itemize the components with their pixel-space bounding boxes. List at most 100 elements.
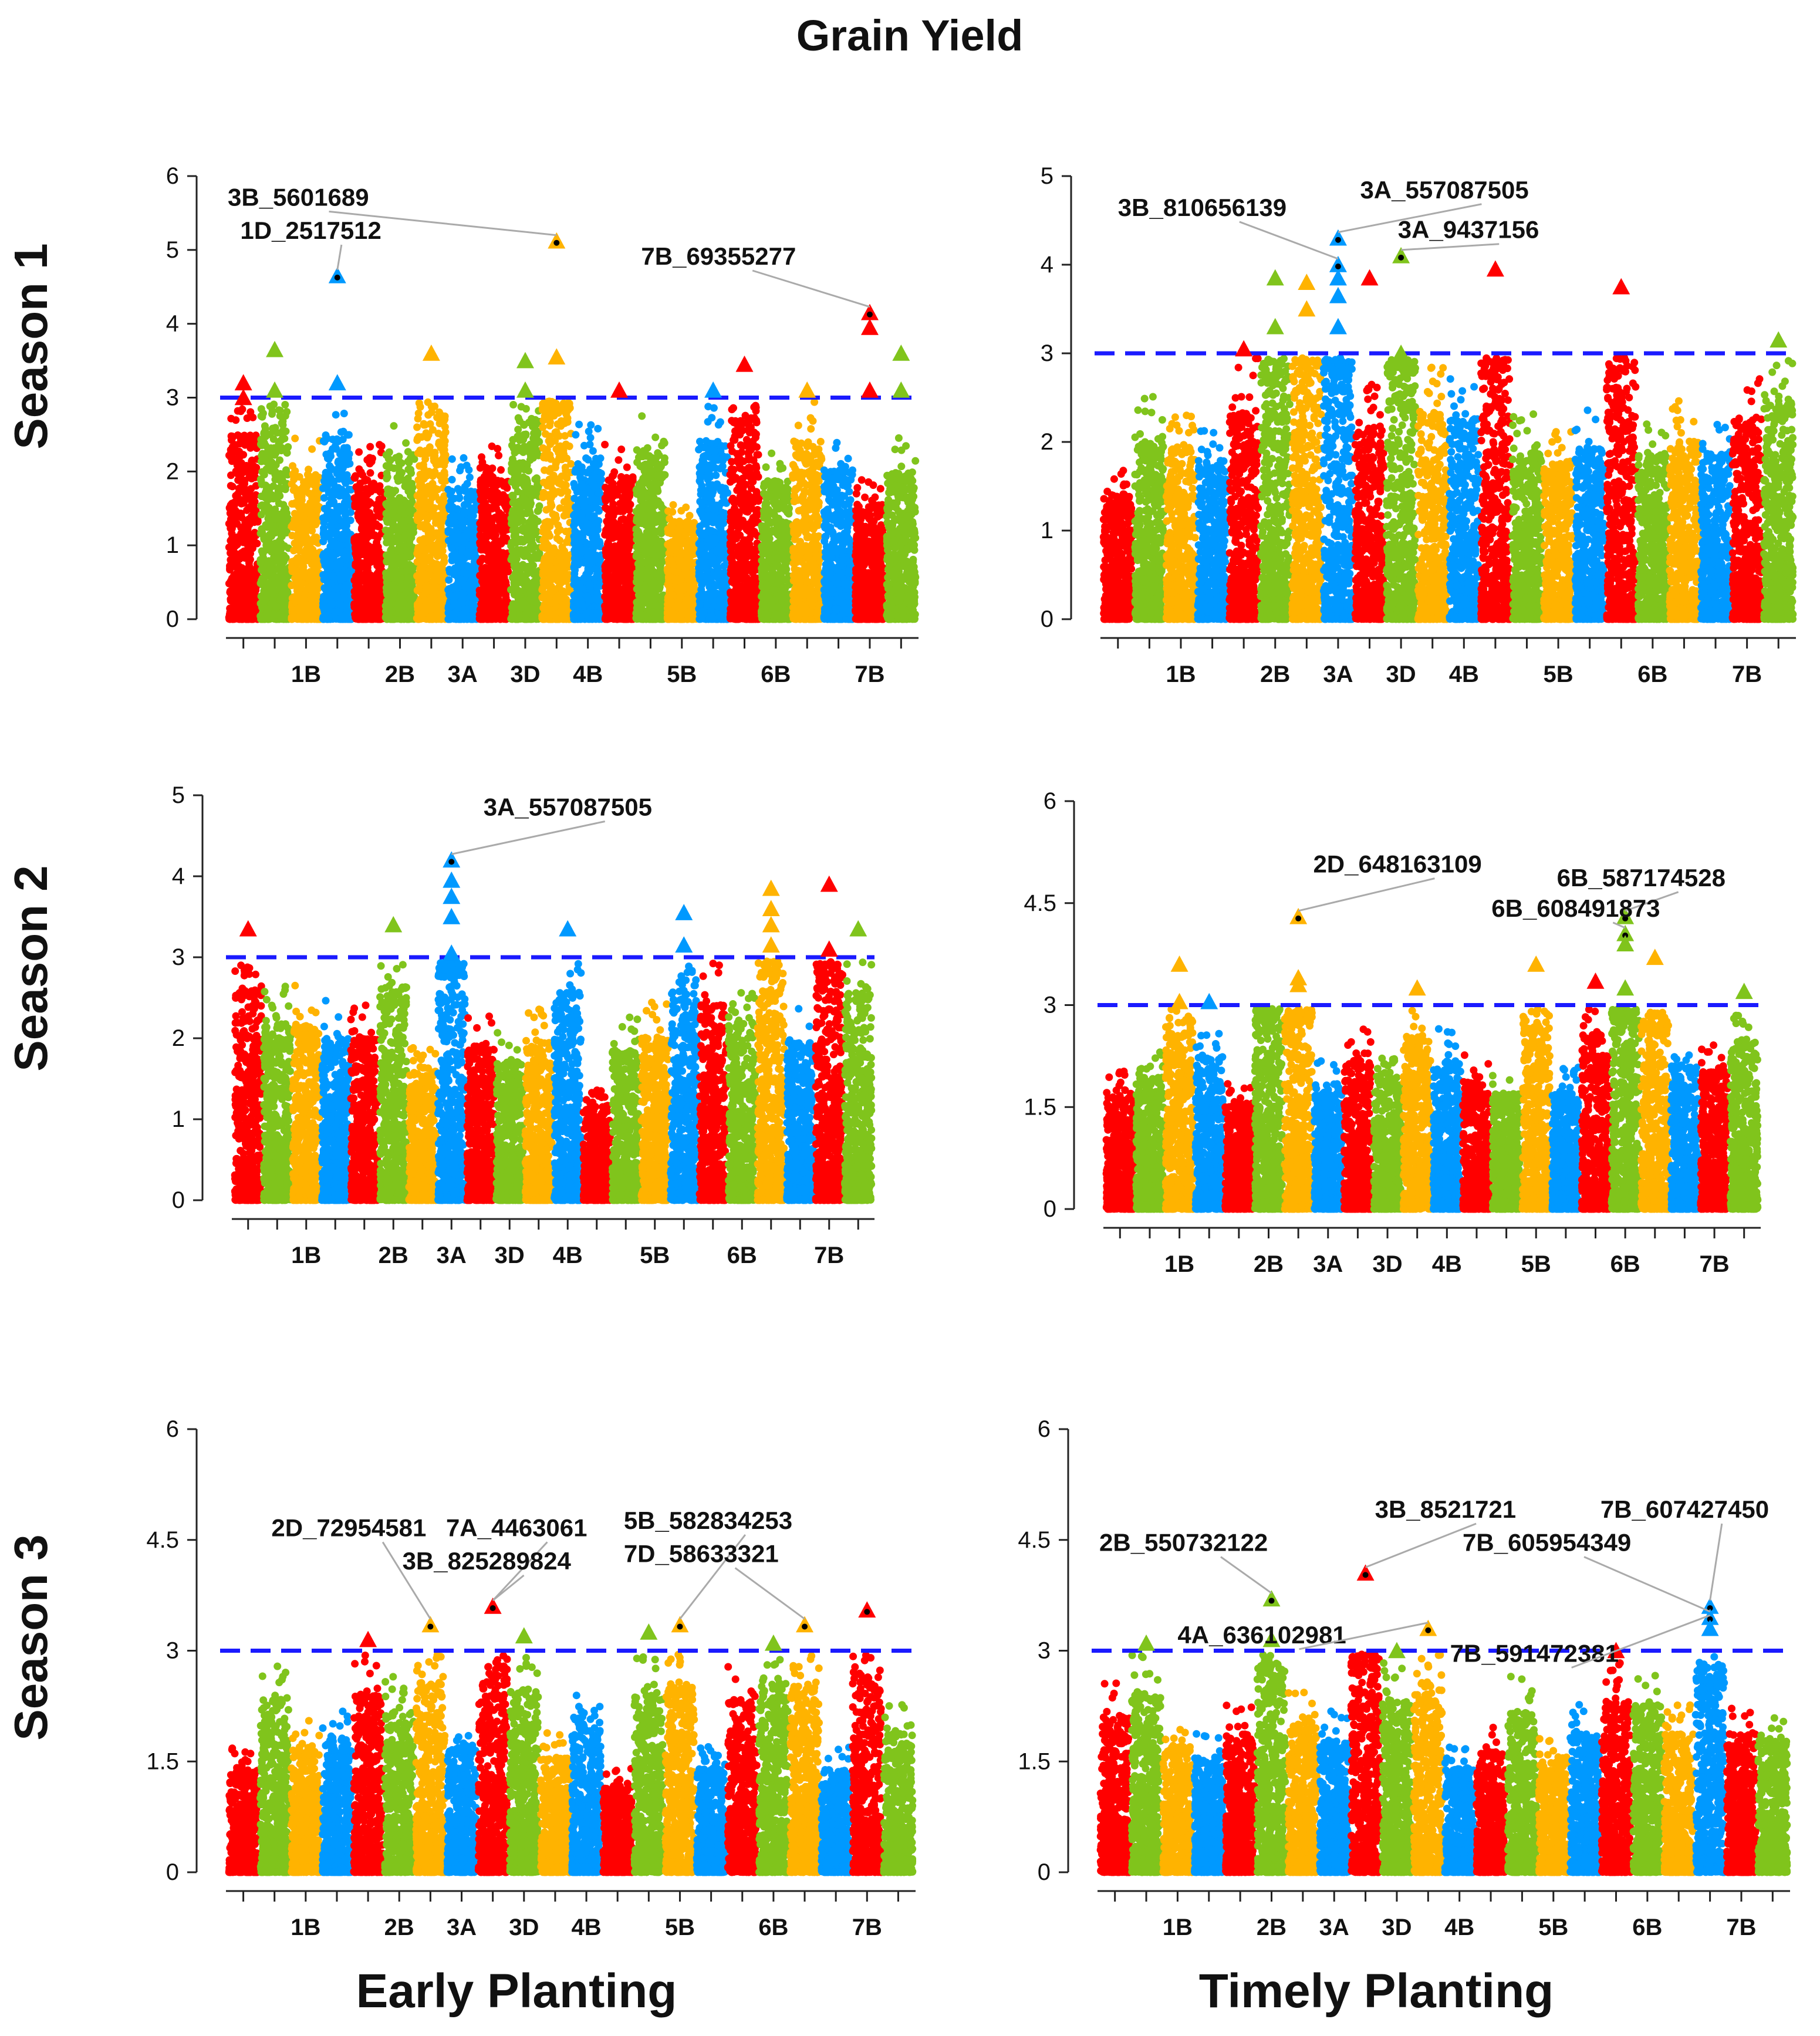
snp-point <box>421 421 429 428</box>
snp-point <box>429 471 437 478</box>
snp-point <box>417 450 424 457</box>
chromosome-label: 1B <box>291 661 321 687</box>
snp-point <box>279 501 287 509</box>
snp-point <box>279 589 287 596</box>
chromosome-snps <box>413 399 450 623</box>
snp-point <box>421 555 428 563</box>
snp-point <box>238 610 245 618</box>
chromosome-label: 7B <box>855 661 884 687</box>
snp-point <box>370 532 378 539</box>
snp-point <box>239 532 247 540</box>
snp-point <box>416 536 424 544</box>
snp-point <box>440 558 448 566</box>
snp-point <box>335 484 342 492</box>
snp-point <box>262 481 269 489</box>
snp-point <box>248 616 256 623</box>
snp-point <box>366 600 373 607</box>
snp-point <box>425 431 433 438</box>
snp-point <box>385 605 393 612</box>
snp-point <box>346 460 353 468</box>
y-tick-label: 4 <box>166 311 179 337</box>
snp-point <box>396 585 404 592</box>
snp-point <box>245 552 252 560</box>
chromosome-snps <box>256 401 293 623</box>
snp-point <box>440 461 448 469</box>
chromosome-snps <box>382 422 418 623</box>
snp-point <box>232 416 239 424</box>
snp-point <box>296 534 304 542</box>
snp-point <box>247 536 255 543</box>
snp-point <box>413 423 421 431</box>
snp-point <box>430 595 438 603</box>
snp-point <box>272 468 279 475</box>
snp-point <box>364 524 372 532</box>
snp-point <box>357 546 364 554</box>
snp-point <box>390 422 398 430</box>
snp-point <box>281 582 288 590</box>
snp-point <box>367 482 375 490</box>
chromosome-snps <box>225 398 262 623</box>
snp-point <box>249 502 257 509</box>
snp-point <box>259 457 266 465</box>
snp-point <box>414 586 421 594</box>
snp-point <box>441 455 448 462</box>
snp-point <box>350 538 358 546</box>
snp-point <box>331 575 339 582</box>
snp-point <box>320 557 327 565</box>
snp-point <box>333 543 340 551</box>
snp-point <box>290 566 298 573</box>
snp-point <box>366 443 374 451</box>
snp-point <box>431 504 438 512</box>
snp-point <box>228 576 235 584</box>
snp-point <box>417 507 424 515</box>
snp-point <box>384 490 391 498</box>
snp-point <box>426 615 433 623</box>
row-label-season-1: Season 1 <box>5 243 57 449</box>
snp-point <box>406 500 413 508</box>
snp-point <box>311 488 319 496</box>
snp-point <box>319 613 327 621</box>
snp-point <box>393 514 401 522</box>
snp-point <box>227 609 234 616</box>
snp-point <box>426 532 433 540</box>
snp-point <box>298 513 305 521</box>
snp-point <box>246 581 254 589</box>
snp-point <box>376 589 384 596</box>
snp-point <box>423 582 430 590</box>
snp-point <box>292 614 300 622</box>
figure-canvas: Grain Yield Season 1 Season 2 Season 3 E… <box>0 0 1820 2036</box>
y-tick-label: 3 <box>166 385 179 411</box>
snp-point <box>375 548 383 555</box>
snp-point <box>399 598 407 606</box>
snp-point <box>416 482 424 490</box>
snp-point <box>238 500 245 508</box>
snp-point <box>324 510 332 518</box>
snp-point <box>390 615 397 623</box>
snp-point <box>405 508 413 515</box>
snp-point <box>294 559 302 567</box>
snp-point <box>244 605 252 612</box>
snp-point <box>354 510 362 518</box>
snp-point <box>226 589 234 596</box>
snp-point <box>441 446 448 454</box>
snp-point <box>389 561 396 568</box>
snp-point <box>404 448 412 455</box>
row-label-season-3: Season 3 <box>5 1534 57 1740</box>
snp-point <box>301 591 309 599</box>
snp-point <box>337 428 345 436</box>
snp-point <box>436 550 444 558</box>
snp-point <box>320 576 328 583</box>
snp-point <box>336 492 343 499</box>
chromosome-label: 3A <box>448 661 478 687</box>
snp-point <box>396 458 403 466</box>
snp-point <box>242 517 249 525</box>
snp-point <box>347 516 354 524</box>
snp-point <box>320 533 328 541</box>
chromosome-label: 3D <box>510 661 540 687</box>
snp-point <box>353 553 360 561</box>
snp-point <box>367 469 374 477</box>
snp-point <box>279 477 286 484</box>
snp-point <box>333 470 341 477</box>
snp-point <box>237 511 245 518</box>
snp-point <box>372 575 380 582</box>
